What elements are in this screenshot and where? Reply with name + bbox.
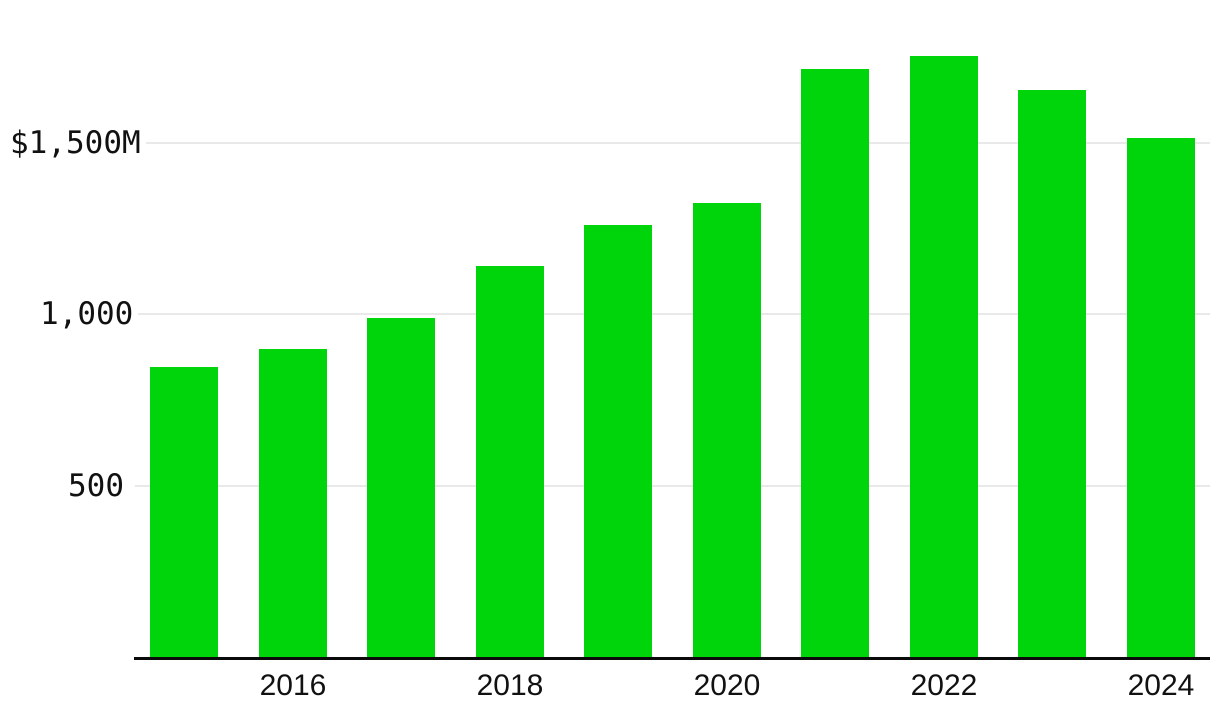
bar-2015 bbox=[150, 367, 218, 657]
bar-2016 bbox=[259, 349, 327, 657]
x-tick-label-2018: 2018 bbox=[476, 669, 544, 702]
bar-2017 bbox=[367, 318, 435, 657]
y-tick-label-500: 500 bbox=[68, 468, 129, 504]
bar-2023 bbox=[1018, 90, 1086, 657]
gridline-500 bbox=[135, 485, 1210, 487]
y-tick-label-1000: 1,000 bbox=[40, 296, 139, 332]
y-tick-label-1500: $1,500M bbox=[10, 125, 146, 161]
bar-2021 bbox=[801, 69, 869, 657]
x-tick-label-2024: 2024 bbox=[1127, 669, 1195, 702]
x-tick-label-2016: 2016 bbox=[259, 669, 327, 702]
x-tick-label-2022: 2022 bbox=[910, 669, 978, 702]
bar-2019 bbox=[584, 225, 652, 657]
bar-2022 bbox=[910, 56, 978, 657]
bar-2020 bbox=[693, 203, 761, 657]
bar-2024 bbox=[1127, 138, 1195, 657]
gridline-1500 bbox=[135, 142, 1210, 144]
bar-2018 bbox=[476, 266, 544, 657]
gridline-1000 bbox=[135, 313, 1210, 315]
x-tick-label-2020: 2020 bbox=[693, 669, 761, 702]
x-axis-line bbox=[134, 657, 1210, 660]
